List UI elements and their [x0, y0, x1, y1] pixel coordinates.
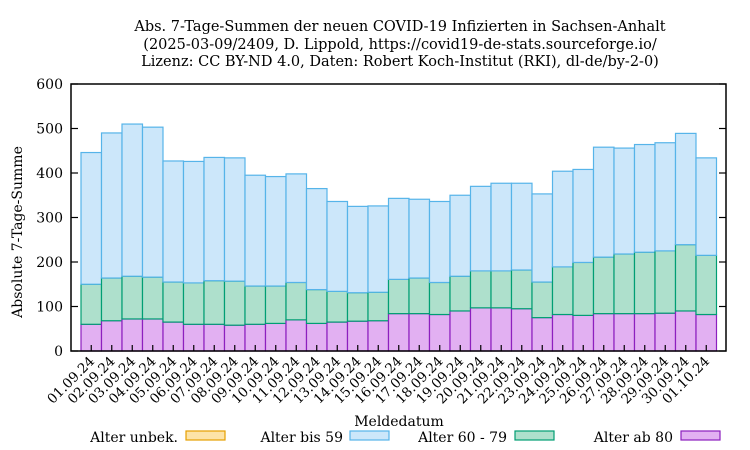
chart-title-line-2: (2025-03-09/2409, D. Lippold, https://co…: [143, 37, 657, 53]
bar-alter-bis-59-15: [387, 197, 410, 280]
legend-label-1: Alter bis 59: [259, 430, 343, 446]
bar-alter-60-79-21: [510, 269, 533, 310]
bar-alter-bis-59-24: [572, 168, 595, 264]
legend-swatch-2: [514, 430, 555, 441]
chart-title-line-3: Lizenz: CC BY-ND 4.0, Daten: Robert Koch…: [141, 54, 659, 70]
bar-alter-60-79-9: [264, 285, 287, 325]
bar-alter-bis-59-5: [182, 160, 205, 284]
bar-alter-60-79-19: [469, 270, 492, 309]
bar-alter-60-79-13: [346, 292, 369, 322]
bar-alter-ab-80-20: [490, 307, 513, 352]
bar-alter-bis-59-4: [162, 160, 185, 283]
bar-alter-bis-59-13: [346, 205, 369, 294]
bar-alter-60-79-1: [100, 277, 123, 322]
bar-alter-bis-59-26: [613, 147, 636, 255]
bar-alter-ab-80-18: [449, 310, 472, 352]
bar-alter-60-79-23: [551, 266, 574, 316]
y-axis-label: Absolute 7-Tage-Summe: [10, 146, 26, 319]
bar-alter-bis-59-1: [100, 132, 123, 279]
bar-alter-60-79-28: [654, 250, 677, 314]
bar-alter-bis-59-18: [449, 194, 472, 277]
x-axis-label: Meldedatum: [354, 414, 444, 430]
y-tick-label-3: 300: [36, 211, 63, 227]
legend: Alter unbek. Alter bis 59 Alter 60 - 79 Alt…: [89, 430, 721, 446]
bar-alter-60-79-29: [674, 244, 697, 312]
legend-swatch-0: [185, 430, 226, 441]
bar-alter-bis-59-8: [244, 174, 267, 287]
bar-alter-bis-59-9: [264, 175, 287, 287]
bar-alter-bis-59-23: [551, 170, 574, 268]
y-tick-label-1: 100: [36, 300, 63, 316]
bar-alter-bis-59-25: [592, 146, 615, 258]
bar-alter-bis-59-12: [326, 200, 349, 292]
bar-alter-60-79-6: [203, 280, 226, 325]
bar-alter-60-79-2: [121, 275, 144, 320]
bar-alter-bis-59-7: [223, 157, 246, 282]
bar-alter-60-79-22: [531, 281, 554, 319]
bars-group: [80, 123, 718, 352]
bar-alter-60-79-25: [592, 256, 615, 315]
bar-alter-60-79-14: [367, 291, 390, 322]
y-tick-label-0: 0: [54, 344, 63, 360]
bar-alter-bis-59-6: [203, 156, 226, 282]
bar-alter-ab-80-19: [469, 307, 492, 352]
y-tick-label-2: 200: [36, 255, 63, 271]
chart-title-line-1: Abs. 7-Tage-Summen der neuen COVID-19 In…: [133, 19, 665, 35]
bar-alter-60-79-4: [162, 281, 185, 323]
bar-alter-60-79-5: [182, 282, 205, 325]
bar-alter-bis-59-2: [121, 123, 144, 277]
bar-alter-60-79-18: [449, 275, 472, 312]
bar-alter-bis-59-28: [654, 142, 677, 252]
y-tick-label-5: 500: [36, 122, 63, 138]
legend-label-0: Alter unbek.: [89, 430, 178, 446]
bar-alter-60-79-26: [613, 253, 636, 315]
bar-alter-bis-59-21: [510, 182, 533, 271]
bar-alter-60-79-27: [633, 251, 656, 315]
bar-alter-bis-59-17: [428, 200, 451, 284]
bar-alter-bis-59-10: [285, 173, 308, 284]
bar-alter-60-79-17: [428, 281, 451, 316]
bar-alter-bis-59-16: [408, 198, 431, 279]
bar-alter-bis-59-3: [141, 126, 164, 278]
bar-alter-bis-59-11: [305, 187, 328, 291]
bar-alter-ab-80-29: [674, 310, 697, 352]
bar-alter-bis-59-27: [633, 143, 656, 253]
y-tick-label-6: 600: [36, 77, 63, 93]
y-axis: 0 100 200 300 400 500 600: [36, 77, 726, 360]
bar-alter-bis-59-0: [80, 151, 103, 285]
legend-swatch-1: [349, 430, 390, 441]
bar-alter-ab-80-21: [510, 308, 533, 352]
legend-swatch-3: [680, 430, 721, 441]
bar-alter-bis-59-19: [469, 185, 492, 272]
bar-alter-60-79-0: [80, 283, 103, 325]
y-tick-label-4: 400: [36, 166, 63, 182]
bar-alter-60-79-20: [490, 270, 513, 309]
bar-alter-bis-59-20: [490, 182, 513, 272]
bar-alter-60-79-30: [695, 254, 718, 316]
bar-alter-bis-59-29: [674, 132, 697, 246]
bar-alter-60-79-16: [408, 277, 431, 315]
bar-alter-bis-59-14: [367, 205, 390, 293]
bar-alter-bis-59-30: [695, 157, 718, 256]
bar-alter-60-79-10: [285, 281, 308, 321]
legend-label-3: Alter ab 80: [593, 430, 673, 446]
x-axis: 01.09.2402.09.2403.09.2404.09.2405.09.24…: [44, 345, 713, 407]
bar-alter-60-79-8: [244, 285, 267, 325]
bar-alter-60-79-12: [326, 290, 349, 323]
bar-alter-60-79-11: [305, 288, 328, 325]
bar-alter-60-79-24: [572, 261, 595, 316]
bar-alter-60-79-7: [223, 280, 246, 326]
bar-alter-60-79-3: [141, 276, 164, 320]
legend-label-2: Alter 60 - 79: [417, 430, 507, 446]
bar-alter-bis-59-22: [531, 193, 554, 283]
chart-title: Abs. 7-Tage-Summen der neuen COVID-19 In…: [133, 19, 665, 70]
bar-alter-60-79-15: [387, 278, 410, 315]
